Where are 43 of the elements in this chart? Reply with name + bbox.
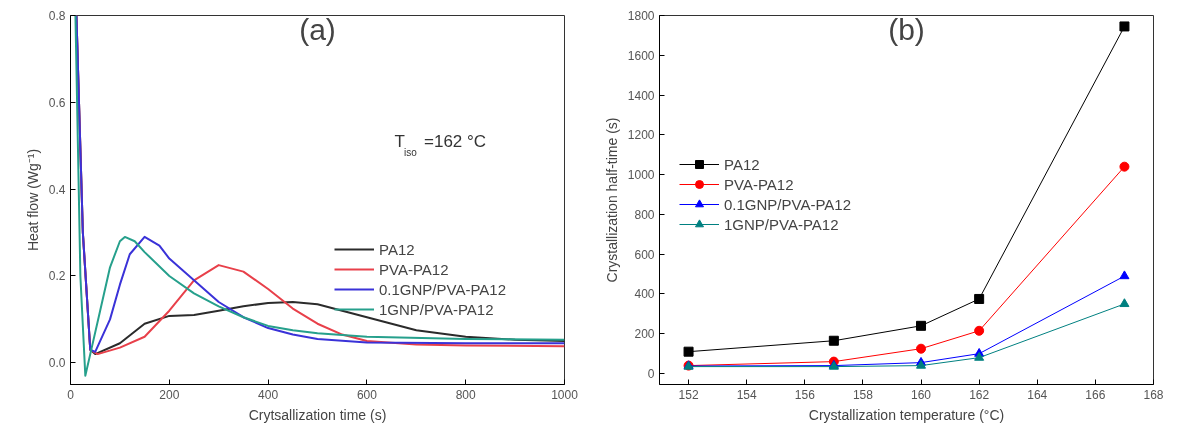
legend-label: PA12 — [724, 155, 760, 173]
x-tick-label: 154 — [736, 387, 758, 402]
legend-label: PVA-PA12 — [724, 175, 794, 193]
chart-title: (a) — [299, 12, 336, 46]
y-tick-label: 0.0 — [48, 356, 66, 371]
x-tick-label: 1000 — [551, 387, 579, 402]
y-axis-title: Crystallization half-time (s) — [603, 117, 620, 283]
x-tick-label: 162 — [969, 387, 990, 402]
y-tick-label: 0.8 — [48, 9, 66, 23]
x-tick-label: 166 — [1085, 387, 1106, 402]
x-tick-label: 200 — [159, 387, 180, 402]
x-tick-label: 160 — [911, 387, 932, 402]
legend-label: 1GNP/PVA-PA12 — [724, 215, 839, 233]
legend-label: 0.1GNP/PVA-PA12 — [379, 280, 507, 298]
x-tick-label: 158 — [852, 387, 874, 402]
y-tick-label: 1200 — [627, 128, 655, 143]
legend-label: 0.1GNP/PVA-PA12 — [724, 195, 852, 213]
x-tick-label: 156 — [794, 387, 816, 402]
legend-label: 1GNP/PVA-PA12 — [379, 300, 494, 318]
y-axis-title: Heat flow (Wg⁻¹) — [24, 148, 41, 252]
y-tick-label: 800 — [634, 207, 655, 222]
x-axis-title: Crystallization temperature (°C) — [808, 406, 1005, 423]
chart-title: (b) — [888, 12, 925, 46]
y-tick-label: 0 — [647, 367, 655, 382]
x-tick-label: 164 — [1027, 387, 1048, 402]
x-tick-label: 168 — [1143, 387, 1164, 402]
y-tick-label: 1000 — [627, 168, 655, 183]
y-tick-label: 0.2 — [48, 269, 66, 284]
x-tick-label: 400 — [258, 387, 279, 402]
x-tick-label: 152 — [678, 387, 699, 402]
legend-label: PA12 — [379, 240, 415, 258]
y-tick-label: 200 — [634, 327, 655, 342]
y-tick-label: 0.6 — [48, 95, 66, 110]
y-tick-label: 0.4 — [48, 182, 66, 197]
x-tick-label: 600 — [356, 387, 378, 402]
y-tick-label: 1600 — [627, 48, 655, 63]
x-axis-title: Crytsallization time (s) — [248, 406, 387, 423]
y-tick-label: 1800 — [627, 9, 655, 23]
y-tick-label: 400 — [634, 287, 655, 302]
legend-label: PVA-PA12 — [379, 260, 449, 278]
y-tick-label: 600 — [634, 247, 655, 262]
y-tick-label: 1400 — [627, 88, 655, 103]
x-tick-label: 800 — [455, 387, 477, 402]
